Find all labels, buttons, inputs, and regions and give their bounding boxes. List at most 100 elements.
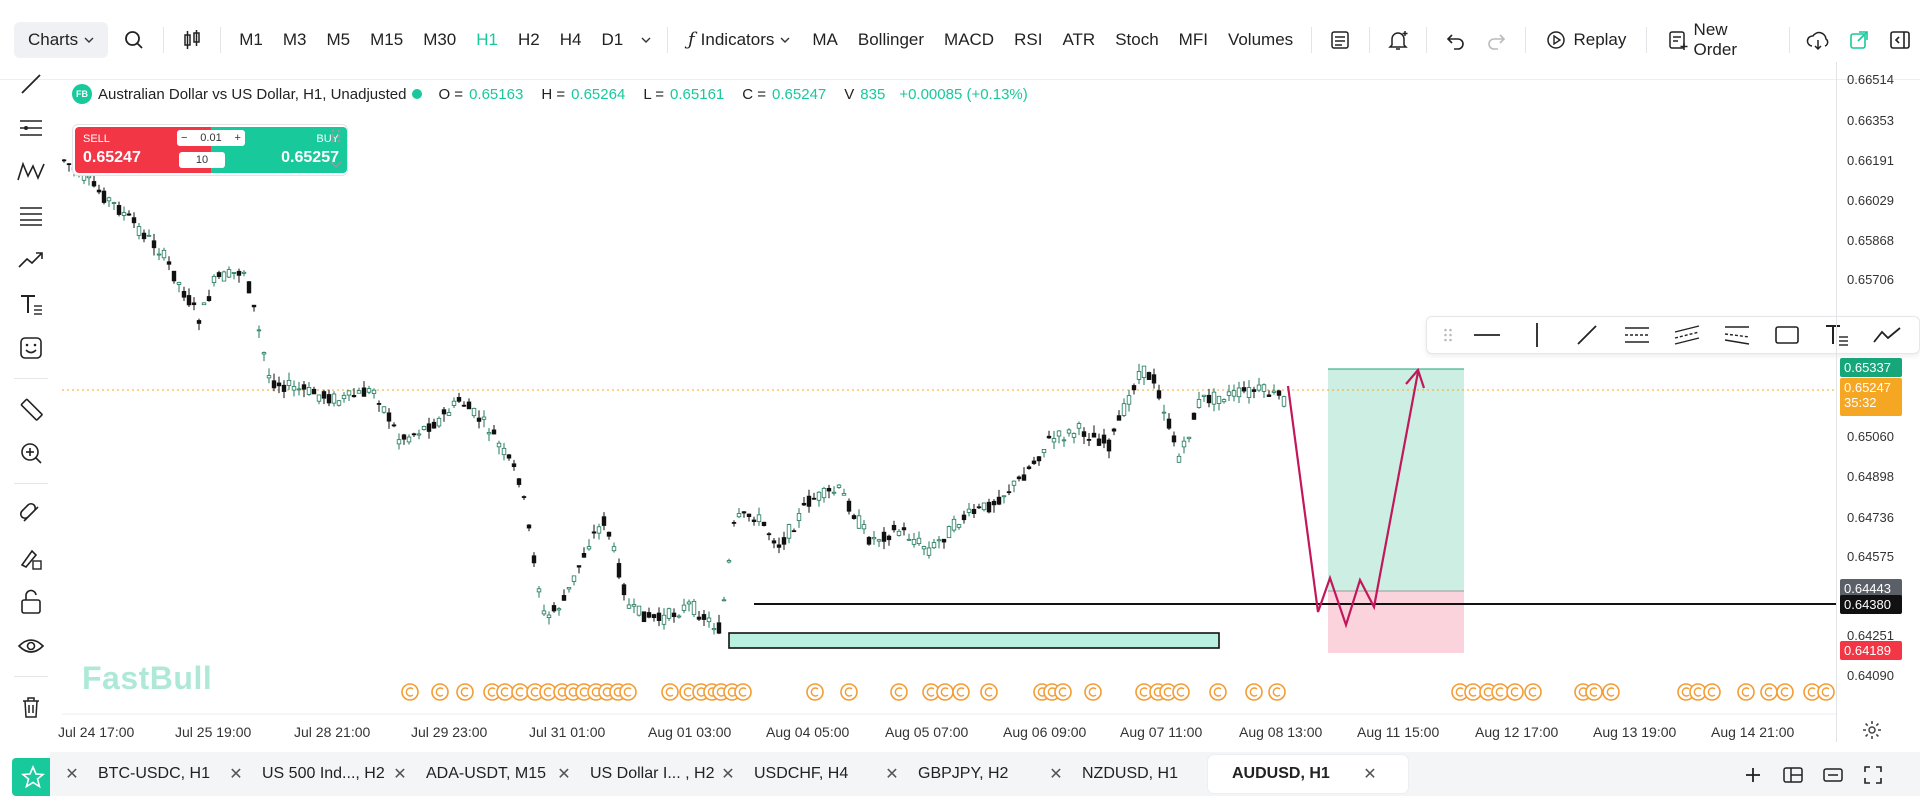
lot-plus-button[interactable]: + — [234, 132, 241, 144]
timeframe-m5[interactable]: M5 — [326, 29, 351, 49]
trend-line-icon[interactable] — [1565, 320, 1609, 350]
close-tab-icon[interactable]: ✕ — [229, 766, 243, 783]
single-layout-icon[interactable] — [1818, 760, 1848, 790]
timeframe-m15[interactable]: M15 — [370, 29, 404, 49]
add-tab-icon[interactable] — [1738, 760, 1768, 790]
economic-event-icon[interactable] — [1464, 683, 1482, 701]
indicator-atr[interactable]: ATR — [1062, 29, 1096, 49]
path-tool-icon[interactable] — [1865, 320, 1909, 350]
search-icon[interactable] — [114, 18, 155, 62]
trash-icon[interactable] — [8, 685, 54, 729]
chart-tab[interactable]: ✕ NZDUSD, H1 — [1044, 755, 1208, 793]
more-timeframes-chevron-icon[interactable] — [633, 18, 659, 62]
trend-line-icon[interactable] — [8, 62, 54, 106]
chart-tab[interactable]: ✕ ADA-USDT, M15 — [388, 755, 552, 793]
economic-event-icon[interactable] — [806, 683, 824, 701]
fullscreen-icon[interactable] — [1858, 760, 1888, 790]
economic-event-icon[interactable] — [1817, 683, 1835, 701]
economic-event-icon[interactable] — [1479, 683, 1497, 701]
close-tab-icon[interactable]: ✕ — [1363, 766, 1377, 783]
economic-event-icon[interactable] — [840, 683, 858, 701]
chart-template-icon[interactable] — [1320, 18, 1361, 62]
cloud-sync-icon[interactable] — [1798, 18, 1839, 62]
magnet-icon[interactable] — [8, 492, 54, 536]
economic-event-icon[interactable] — [1245, 683, 1263, 701]
eye-icon[interactable] — [8, 624, 54, 668]
price-axis[interactable]: 0.66514 0.66353 0.66191 0.66029 0.65868 0.657… — [1836, 62, 1920, 742]
drag-handle-icon[interactable] — [1437, 320, 1459, 350]
economic-event-icon[interactable] — [1054, 683, 1072, 701]
take-profit-zone[interactable] — [1328, 369, 1464, 591]
economic-event-icon[interactable] — [575, 683, 593, 701]
sell-button[interactable]: SELL 0.65247 — [75, 127, 171, 173]
economic-event-icon[interactable] — [734, 683, 752, 701]
undo-icon[interactable] — [1435, 18, 1476, 62]
external-link-icon[interactable] — [1839, 18, 1880, 62]
pattern-icon[interactable] — [8, 150, 54, 194]
close-tab-icon[interactable]: ✕ — [721, 766, 735, 783]
timeframe-m3[interactable]: M3 — [282, 29, 307, 49]
stop-loss-zone[interactable] — [1328, 591, 1464, 653]
redo-icon[interactable] — [1476, 18, 1517, 62]
economic-event-icon[interactable] — [1760, 683, 1778, 701]
indicator-macd[interactable]: MACD — [944, 29, 995, 49]
emoji-sticker-icon[interactable] — [8, 326, 54, 370]
support-zone-rectangle[interactable] — [728, 632, 1220, 649]
economic-event-icon[interactable] — [1506, 683, 1524, 701]
chart-settings-gear-icon[interactable] — [1862, 720, 1882, 745]
chart-tab[interactable]: ✕ BTC-USDC, H1 — [60, 755, 224, 793]
chart-tab[interactable]: ✕ GBPJPY, H2 — [880, 755, 1044, 793]
timeframe-h4[interactable]: H4 — [559, 29, 582, 49]
replay-button[interactable]: Replay — [1533, 29, 1638, 51]
symbol-title[interactable]: Australian Dollar vs US Dollar, H1, Unad… — [98, 85, 407, 103]
economic-event-icon[interactable] — [936, 683, 954, 701]
projection-path[interactable] — [1286, 371, 1420, 629]
close-tab-icon[interactable]: ✕ — [885, 766, 899, 783]
economic-event-icon[interactable] — [1135, 683, 1153, 701]
time-axis[interactable]: Jul 24 17:00 Jul 25 19:00 Jul 28 21:00 Jul … — [58, 718, 1836, 748]
close-tab-icon[interactable]: ✕ — [557, 766, 571, 783]
chart-tab[interactable]: ✕ US 500 Ind..., H2 — [224, 755, 388, 793]
zoom-in-icon[interactable] — [8, 431, 54, 475]
economic-event-icon[interactable] — [1524, 683, 1542, 701]
economic-event-icon[interactable] — [1209, 683, 1227, 701]
economic-event-icon[interactable] — [661, 683, 679, 701]
expand-panel-chevron-icon[interactable] — [330, 156, 342, 174]
chart-tab[interactable]: ✕ USDCHF, H4 — [716, 755, 880, 793]
parallel-channel-icon[interactable] — [1615, 320, 1659, 350]
quantity-input[interactable]: 10 — [179, 152, 225, 168]
buy-button[interactable]: BUY 0.65257 — [251, 127, 347, 173]
indicator-ma[interactable]: MA — [812, 29, 838, 49]
chart-tab[interactable]: ✕ US Dollar I... , H2 — [552, 755, 716, 793]
economic-event-icon[interactable] — [1737, 683, 1755, 701]
ruler-icon[interactable] — [8, 387, 54, 431]
timeframe-m30[interactable]: M30 — [423, 29, 457, 49]
timeframe-m1[interactable]: M1 — [239, 29, 263, 49]
economic-event-icon[interactable] — [456, 683, 474, 701]
lot-minus-button[interactable]: − — [181, 132, 188, 144]
economic-event-icon[interactable] — [401, 683, 419, 701]
lock-open-icon[interactable] — [8, 580, 54, 624]
vertical-line-icon[interactable] — [1515, 320, 1559, 350]
indicator-rsi[interactable]: RSI — [1014, 29, 1043, 49]
timeframe-h1[interactable]: H1 — [476, 29, 498, 49]
economic-event-icon[interactable] — [1172, 683, 1190, 701]
timeframe-h2[interactable]: H2 — [518, 29, 540, 49]
new-order-button[interactable]: New Order — [1655, 20, 1781, 60]
drawing-mode-icon[interactable] — [8, 536, 54, 580]
indicators-button[interactable]: ƒ Indicators — [676, 29, 802, 50]
economic-event-icon[interactable] — [890, 683, 908, 701]
prediction-arrow-icon[interactable] — [8, 238, 54, 282]
economic-event-icon[interactable] — [431, 683, 449, 701]
economic-event-icon[interactable] — [496, 683, 514, 701]
economic-event-icon[interactable] — [1776, 683, 1794, 701]
rectangle-icon[interactable] — [1765, 320, 1809, 350]
indicator-mfi[interactable]: MFI — [1178, 29, 1208, 49]
economic-event-icon[interactable] — [619, 683, 637, 701]
economic-event-icon[interactable] — [511, 683, 529, 701]
price-chart[interactable] — [62, 62, 1836, 742]
candlestick-type-icon[interactable] — [172, 18, 213, 62]
indicator-volumes[interactable]: Volumes — [1227, 29, 1294, 49]
flat-top-channel-icon[interactable] — [1715, 320, 1759, 350]
close-tab-icon[interactable]: ✕ — [65, 766, 79, 783]
